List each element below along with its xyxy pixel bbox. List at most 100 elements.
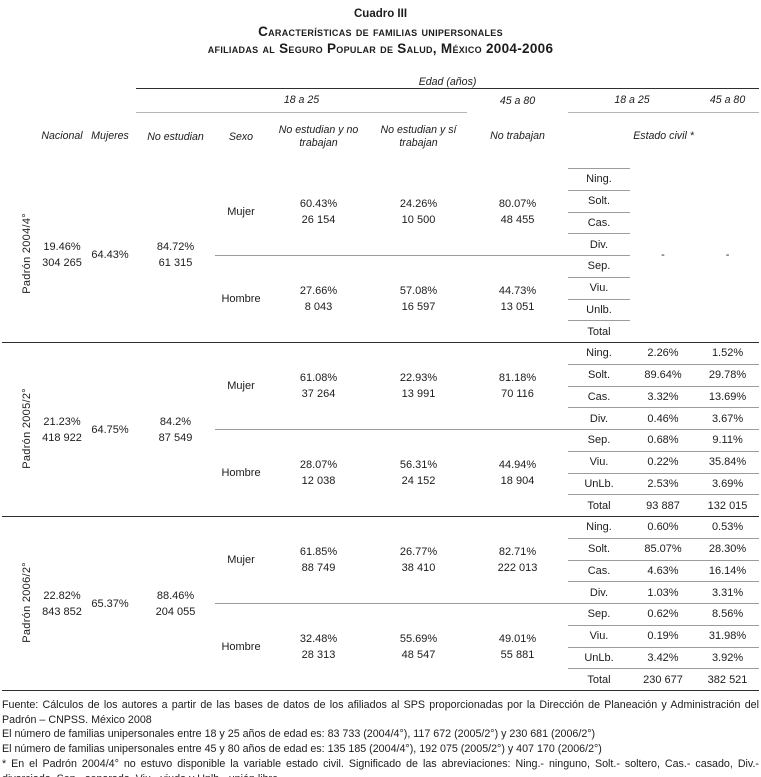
- ec-row-label: Total: [587, 673, 611, 686]
- ec-row-label: Sep.: [568, 603, 630, 626]
- row-group-label-2005: Padrón 2005/2°: [21, 387, 33, 469]
- nacional-value-2004: 19.46% 304 265: [42, 241, 82, 270]
- ec-values-18-25-empty: -: [661, 249, 665, 262]
- ec-value-18-25: 4.63%: [630, 560, 696, 583]
- ec-value-45-80: 28.30%: [696, 538, 760, 561]
- header-spacer: [2, 89, 136, 113]
- table-header: Edad (años) 18 a 25 45 a 80 18 a 25 45 a…: [2, 71, 760, 169]
- table-title-line2: afiliadas al Seguro Popular de Salud, Mé…: [207, 40, 554, 56]
- ec-row-label: Total: [587, 325, 611, 338]
- ec-values-45-80-empty: -: [725, 249, 730, 262]
- ec-row-label: Div.: [568, 581, 630, 604]
- ec-value-45-80: 3.92%: [696, 647, 760, 670]
- ec-value-45-80: 31.98%: [696, 625, 760, 648]
- value-hombre-nnt-2005: 28.07% 12 038: [299, 459, 338, 487]
- count-note-18-25: El número de familias unipersonales entr…: [2, 728, 596, 741]
- ec-row-label: Solt.: [568, 364, 630, 387]
- value-mujer-nt-2005: 81.18% 70 116: [467, 342, 568, 430]
- ec-value-45-80: 29.78%: [696, 364, 760, 387]
- table-title-line1: Características de familias unipersonale…: [258, 24, 503, 39]
- col-header-no-trabajan: No trabajan: [490, 130, 545, 143]
- ec-row-label: Cas.: [568, 212, 630, 235]
- sexo-label-hombre: Hombre: [221, 467, 261, 479]
- abbreviations-note: * En el Padrón 2004/4° no estuvo disponi…: [2, 757, 759, 777]
- value-hombre-nt-2005: 44.94% 18 904: [498, 459, 537, 487]
- value-mujer-nnt-2006: 61.85% 88 749: [267, 516, 370, 604]
- header-spacer: [2, 71, 136, 89]
- col-header-sexo: Sexo: [228, 130, 254, 143]
- table-number: Cuadro III: [353, 8, 408, 20]
- ec-value-18-25: 0.19%: [630, 625, 696, 648]
- ec-value-45-80: 16.14%: [696, 560, 760, 583]
- ec-value-18-25: 0.46%: [630, 407, 696, 430]
- ec-value-45-80: 1.52%: [696, 342, 760, 365]
- block-padron-2004: Padrón 2004/4° 19.46% 304 265 64.43% 84.7…: [2, 168, 760, 343]
- count-note-45-80: El número de familias unipersonales entr…: [2, 743, 602, 756]
- nacional-value-2005: 21.23% 418 922: [42, 415, 82, 444]
- ec-value-18-25: 0.62%: [630, 603, 696, 626]
- value-hombre-nst-2005: 56.31% 24 152: [399, 459, 438, 487]
- col-header-mujeres: Mujeres: [91, 130, 129, 143]
- ec-value-18-25: 0.22%: [630, 451, 696, 474]
- value-hombre-nst-2006: 55.69% 48 547: [399, 633, 438, 661]
- ec-row-label: Viu.: [568, 625, 630, 648]
- value-mujer-nst-2005: 22.93% 13 991: [370, 342, 467, 430]
- ec-row-label: Div.: [568, 233, 630, 256]
- ec-row-label: UnLb.: [568, 473, 630, 496]
- ec-value-45-80: 0.53%: [696, 516, 760, 539]
- table-footnotes: Fuente: Cálculos de los autores a partir…: [2, 698, 759, 777]
- header-edad: Edad (años): [136, 71, 760, 89]
- row-group-label-2006: Padrón 2006/2°: [21, 561, 33, 643]
- source-note: Fuente: Cálculos de los autores a partir…: [2, 699, 759, 726]
- row-group-label-2004: Padrón 2004/4°: [21, 213, 33, 295]
- ec-row-label: UnLb.: [568, 647, 630, 670]
- ec-row-label: Cas.: [568, 560, 630, 583]
- header-ec-age-18-25: 18 a 25: [568, 88, 696, 113]
- header-age-45-80: 45 a 80: [499, 94, 536, 107]
- ec-value-18-25: 0.68%: [630, 429, 696, 452]
- header-age-18-25: 18 a 25: [136, 88, 467, 113]
- value-hombre-nnt-2006: 32.48% 28 313: [299, 633, 338, 661]
- sexo-label-hombre: Hombre: [221, 641, 261, 653]
- ec-value-45-80: 13.69%: [696, 386, 760, 409]
- value-hombre-nst-2004: 57.08% 16 597: [399, 285, 438, 313]
- ec-row-label: Viu.: [568, 451, 630, 474]
- block-padron-2005: Padrón 2005/2° 21.23% 418 922 64.75% 84.2…: [2, 342, 760, 517]
- ec-row-label: Total: [587, 499, 611, 512]
- ec-value-45-80: 8.56%: [696, 603, 760, 626]
- ec-row-label: Solt.: [568, 538, 630, 561]
- ec-value-45-80: 3.69%: [696, 473, 760, 496]
- ec-value-45-80: 3.31%: [696, 581, 760, 604]
- col-header-estado-civil: Estado civil *: [633, 130, 694, 143]
- value-mujer-nt-2004: 80.07% 48 455: [467, 168, 568, 256]
- ec-value-18-25: 2.53%: [630, 473, 696, 496]
- col-header-no-estudian: No estudian: [147, 130, 204, 143]
- value-hombre-nt-2004: 44.73% 13 051: [498, 285, 537, 313]
- sexo-label-mujer: Mujer: [215, 342, 267, 430]
- ec-value-18-25: 0.60%: [630, 516, 696, 539]
- data-table: Edad (años) 18 a 25 45 a 80 18 a 25 45 a…: [2, 71, 760, 691]
- ec-row-label: Cas.: [568, 386, 630, 409]
- ec-row-label: Ning.: [568, 516, 630, 539]
- ec-value-45-80: 35.84%: [696, 451, 760, 474]
- col-header-nacional: Nacional: [41, 130, 83, 143]
- ec-row-label: Sep.: [568, 255, 630, 278]
- block-padron-2006: Padrón 2006/2° 22.82% 843 852 65.37% 88.4…: [2, 516, 760, 691]
- ec-total-45-80: 382 521: [707, 673, 748, 686]
- ec-value-18-25: 85.07%: [630, 538, 696, 561]
- value-mujer-nt-2006: 82.71% 222 013: [467, 516, 568, 604]
- ec-row-label: Sep.: [568, 429, 630, 452]
- ec-value-18-25: 2.26%: [630, 342, 696, 365]
- ec-total-45-80: 132 015: [707, 499, 748, 512]
- header-ec-age-45-80: 45 a 80: [696, 88, 760, 113]
- ec-total-18-25: 93 887: [646, 499, 680, 512]
- nacional-value-2006: 22.82% 843 852: [42, 589, 82, 618]
- header-spacer: [2, 113, 40, 169]
- sexo-label-hombre: Hombre: [221, 293, 261, 305]
- col-header-no-estudian-si-trabajan: No estudian y sí trabajan: [380, 124, 457, 149]
- ec-row-label: Unlb.: [568, 299, 630, 322]
- mujeres-value-2005: 64.75%: [91, 423, 129, 436]
- sexo-label-mujer: Mujer: [215, 516, 267, 604]
- mujeres-value-2006: 65.37%: [91, 597, 129, 610]
